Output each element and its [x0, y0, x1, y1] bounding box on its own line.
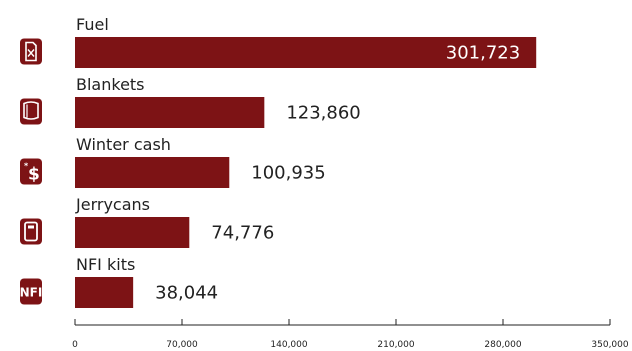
- category-label: Winter cash: [76, 135, 171, 154]
- svg-text:*: *: [24, 162, 29, 171]
- x-tick-label: 70,000: [166, 340, 198, 350]
- category-label: Fuel: [76, 15, 109, 34]
- winter-cash-icon-bg: [20, 158, 42, 185]
- x-tick-label: 140,000: [270, 340, 307, 350]
- fuel-icon: [20, 38, 42, 65]
- nfi-kit-icon-bg: [20, 278, 42, 305]
- bar: [75, 37, 537, 68]
- value-label: 74,776: [211, 223, 274, 244]
- nfi-kit-icon: NFI: [20, 278, 43, 305]
- value-label: 100,935: [251, 163, 325, 184]
- value-label: 38,044: [155, 283, 218, 304]
- x-tick-label: 350,000: [591, 340, 628, 350]
- bar: [75, 217, 190, 248]
- value-label: 301,723: [446, 43, 520, 64]
- category-label: NFI kits: [76, 255, 135, 274]
- winter-cash-icon: * $: [20, 158, 42, 185]
- jerrycan-icon: [20, 218, 42, 245]
- value-label: 123,860: [286, 103, 360, 124]
- x-tick-label: 210,000: [377, 340, 414, 350]
- bar: [75, 97, 265, 128]
- bar: [75, 277, 134, 308]
- blanket-icon: [20, 98, 42, 125]
- category-label: Jerrycans: [75, 195, 150, 214]
- category-label: Blankets: [76, 75, 145, 94]
- x-tick-label: 0: [72, 340, 78, 350]
- x-tick-label: 280,000: [484, 340, 521, 350]
- svg-text:$: $: [28, 165, 40, 185]
- bar: [75, 157, 230, 188]
- nfi-icon-label: NFI: [20, 286, 43, 300]
